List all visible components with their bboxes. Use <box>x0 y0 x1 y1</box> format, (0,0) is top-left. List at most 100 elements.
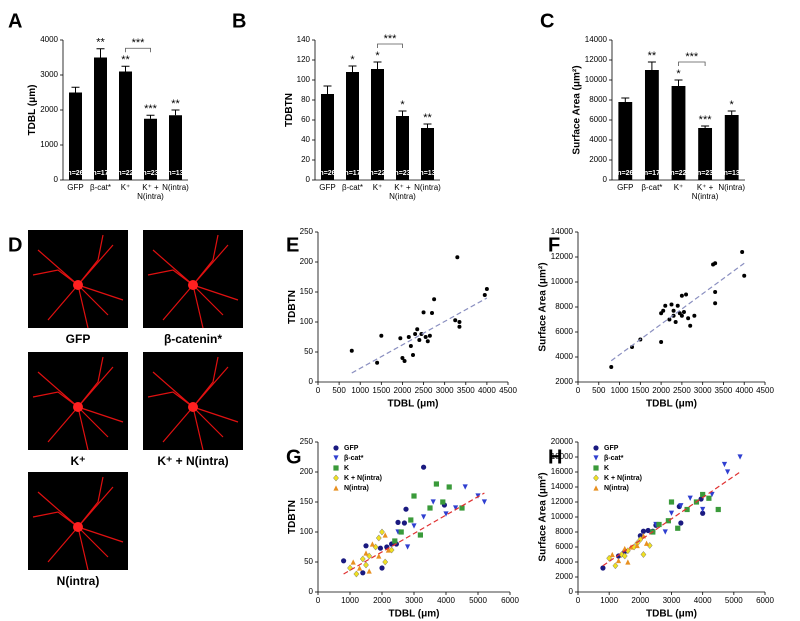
y-tick-label: 8000 <box>589 95 607 104</box>
x-tick-label: 4000 <box>478 386 496 395</box>
point <box>671 308 676 313</box>
x-tick-label: 2500 <box>673 386 691 395</box>
point <box>349 348 354 353</box>
x-tick-label: 3500 <box>715 386 733 395</box>
point <box>612 562 619 570</box>
significance: *** <box>144 103 158 115</box>
point <box>615 557 622 564</box>
y-tick-label: 8000 <box>555 302 573 311</box>
x-tick-label: 1000 <box>341 596 359 605</box>
y-tick-label: 12000 <box>551 497 574 506</box>
point <box>675 525 681 531</box>
chart: G 0 50 100 150 200 250 TDBTN 0 1000 2000 3000 4000 50… <box>286 437 519 620</box>
image-label: K⁺ + N(intra) <box>157 454 228 468</box>
point <box>667 317 672 322</box>
y-tick-label: 2000 <box>40 105 58 114</box>
x-tick-label: 3000 <box>436 386 454 395</box>
point <box>341 558 347 564</box>
neuron-image <box>27 471 129 571</box>
x-axis-label: TDBL (μm) <box>646 399 697 410</box>
panel-letter: C <box>540 10 554 32</box>
legend-label: K <box>604 465 609 472</box>
image-label: N(intra) <box>57 574 100 588</box>
image-label: GFP <box>66 332 91 346</box>
point <box>656 521 662 528</box>
x-tick-label: N(intra) <box>162 183 189 192</box>
point <box>388 546 395 554</box>
y-axis-label: TDBTN <box>284 93 295 127</box>
legend-marker <box>593 445 599 451</box>
point <box>427 505 433 511</box>
x-tick-label: β-cat* <box>641 183 662 192</box>
point <box>427 333 432 338</box>
point <box>360 570 366 576</box>
y-tick-label: 3000 <box>40 70 58 79</box>
point <box>678 520 684 526</box>
x-tick-label: GFP <box>67 183 84 192</box>
y-tick-label: 14000 <box>551 227 574 236</box>
x-tick-label: 0 <box>316 596 321 605</box>
x-tick-label-text: GFP <box>67 183 84 192</box>
n-label: n=23 <box>697 170 713 177</box>
n-label: n=13 <box>724 170 740 177</box>
x-tick-label: 1000 <box>351 386 369 395</box>
point <box>430 499 436 505</box>
point <box>375 360 380 365</box>
x-axis-label: TDBL (μm) <box>389 609 440 620</box>
legend-label: β-cat* <box>344 455 364 462</box>
point <box>433 481 439 487</box>
point <box>453 505 459 511</box>
bar <box>346 72 359 180</box>
point <box>686 316 691 321</box>
point <box>645 527 651 534</box>
x-tick-label: 6000 <box>501 596 519 605</box>
point <box>459 505 465 511</box>
bar <box>396 116 409 180</box>
significance: *** <box>699 114 713 126</box>
x-tick-label: 3500 <box>457 386 475 395</box>
point <box>715 506 721 513</box>
point <box>681 310 686 314</box>
legend-marker <box>333 465 339 471</box>
point <box>363 561 369 569</box>
point <box>398 529 404 535</box>
y-tick-label: 250 <box>300 437 314 446</box>
y-tick-label: 0 <box>309 587 314 596</box>
x-tick-label: N(intra) <box>718 183 745 192</box>
x-tick-label: K⁺ <box>674 183 684 192</box>
point <box>419 332 424 336</box>
significance: * <box>350 54 355 66</box>
point <box>606 554 613 562</box>
x-tick-label: K⁺ + N(intra) <box>389 183 416 201</box>
y-tick-label: 150 <box>300 287 314 296</box>
point <box>742 273 747 278</box>
point <box>634 542 640 549</box>
y-tick-label: 200 <box>300 467 314 476</box>
neuron-image <box>27 351 129 451</box>
x-tick-label: 4500 <box>499 386 517 395</box>
point <box>700 491 706 498</box>
n-label: n=26 <box>67 170 83 177</box>
legend-marker <box>593 455 599 461</box>
y-tick-label: 6000 <box>555 327 573 336</box>
n-label: n=22 <box>117 170 133 177</box>
legend-label: N(intra) <box>604 485 629 492</box>
point <box>382 532 388 538</box>
significance: * <box>400 99 405 111</box>
point <box>713 261 718 266</box>
point <box>481 499 487 505</box>
y-tick-label: 12000 <box>585 55 608 64</box>
bar <box>169 115 182 180</box>
neuron-image <box>142 229 244 329</box>
x-tick-label: K⁺ + N(intra) <box>692 183 719 201</box>
point <box>661 308 666 313</box>
point <box>713 290 718 294</box>
x-tick-label: 2500 <box>415 386 433 395</box>
point <box>359 555 366 563</box>
bar <box>94 57 107 180</box>
y-tick-label: 0 <box>309 377 314 386</box>
point <box>363 550 369 556</box>
point <box>713 301 718 306</box>
point <box>662 529 668 535</box>
